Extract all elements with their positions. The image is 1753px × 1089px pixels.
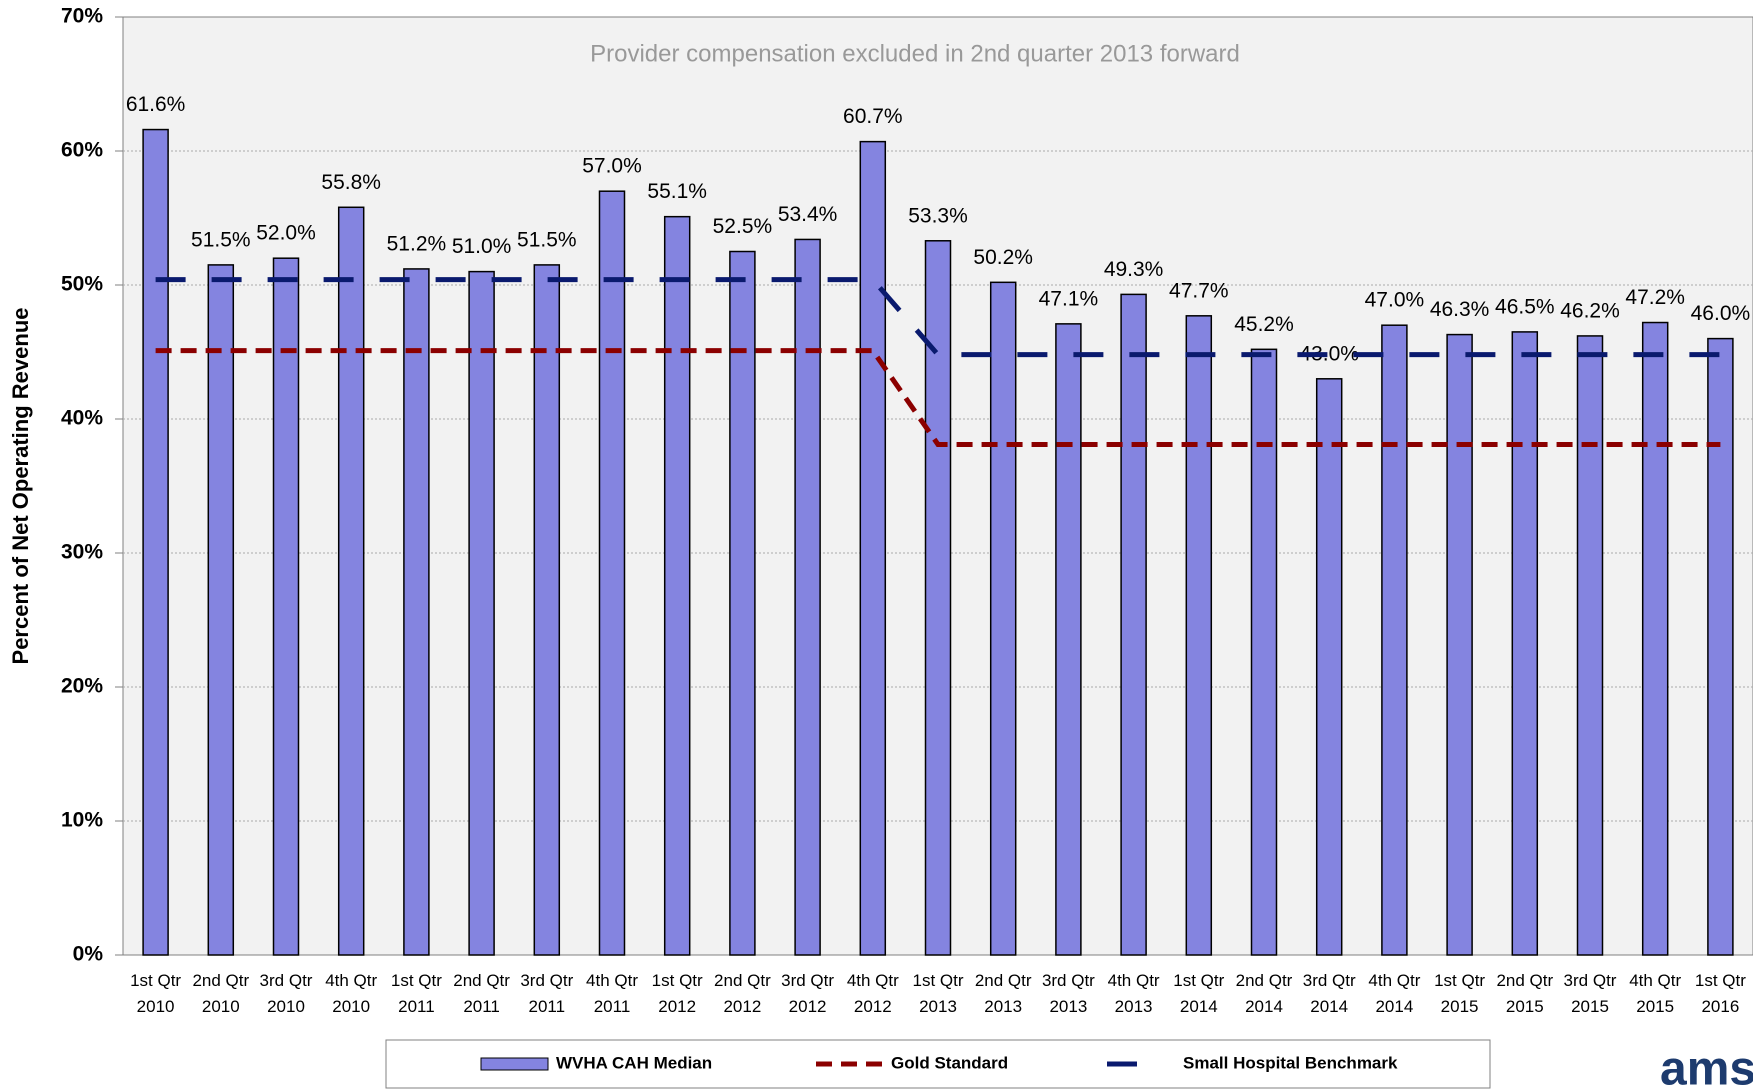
x-tick-label: 1st Qtr 2015 xyxy=(1434,971,1486,1016)
data-label: 46.5% xyxy=(1495,295,1555,318)
bar xyxy=(1120,293,1147,956)
bar xyxy=(1511,331,1539,956)
x-tick-label: 1st Qtr 2014 xyxy=(1173,971,1225,1016)
x-tick-label: 4th Qtr 2012 xyxy=(846,971,899,1016)
y-tick-label: 50% xyxy=(61,273,103,296)
data-label: 47.1% xyxy=(1039,287,1099,310)
x-tick-label: 3rd Qtr 2011 xyxy=(520,971,574,1016)
bar xyxy=(859,140,887,956)
legend-swatch xyxy=(480,1057,549,1071)
data-label: 43.0% xyxy=(1299,342,1359,365)
bar xyxy=(1576,335,1604,956)
data-label: 52.5% xyxy=(713,215,773,238)
bar xyxy=(142,128,169,956)
legend-label: Small Hospital Benchmark xyxy=(1183,1053,1398,1072)
annotation: Provider compensation excluded in 2nd qu… xyxy=(590,40,1240,67)
x-tick-label: 1st Qtr 2011 xyxy=(390,971,442,1016)
y-tick-label: 20% xyxy=(61,675,103,698)
data-label: 51.5% xyxy=(517,228,577,251)
data-label: 46.0% xyxy=(1691,302,1751,325)
legend-label: Gold Standard xyxy=(891,1053,1008,1072)
bar xyxy=(924,240,952,956)
data-label: 60.7% xyxy=(843,105,903,128)
y-tick-label: 0% xyxy=(73,943,104,966)
logo: ams xyxy=(1660,1043,1753,1089)
data-label: 47.7% xyxy=(1169,279,1229,302)
bar xyxy=(1707,337,1734,956)
bar xyxy=(533,264,561,956)
data-label: 53.4% xyxy=(778,203,838,226)
x-tick-label: 3rd Qtr 2015 xyxy=(1563,971,1617,1016)
data-label: 45.2% xyxy=(1234,313,1294,336)
data-label: 53.3% xyxy=(908,204,968,227)
data-label: 51.2% xyxy=(387,232,447,255)
x-tick-label: 4th Qtr 2010 xyxy=(325,971,378,1016)
bar xyxy=(598,190,626,956)
x-tick-label: 2nd Qtr 2015 xyxy=(1496,971,1554,1016)
x-tick-label: 1st Qtr 2013 xyxy=(912,971,964,1016)
line xyxy=(155,348,1721,447)
x-tick-label: 4th Qtr 2014 xyxy=(1368,971,1421,1016)
y-tick-label: 70% xyxy=(61,5,103,28)
data-label: 61.6% xyxy=(126,93,186,116)
data-label: 57.0% xyxy=(582,155,642,178)
bar xyxy=(729,250,756,956)
x-tick-label: 2nd Qtr 2014 xyxy=(1235,971,1293,1016)
data-label: 51.5% xyxy=(191,228,251,251)
legend xyxy=(385,1039,1491,1089)
bar xyxy=(207,264,235,956)
data-label: 46.2% xyxy=(1560,299,1620,322)
bar xyxy=(794,238,821,956)
legend-label: WVHA CAH Median xyxy=(556,1053,712,1072)
bar xyxy=(1315,378,1343,956)
data-label: 46.3% xyxy=(1430,298,1490,321)
bar xyxy=(1641,321,1669,956)
y-tick-label: 10% xyxy=(61,809,103,832)
bar xyxy=(403,268,430,956)
bar xyxy=(272,257,300,956)
x-tick-label: 2nd Qtr 2011 xyxy=(453,971,510,1016)
x-tick-label: 1st Qtr 2016 xyxy=(1694,971,1746,1016)
bar xyxy=(1250,348,1278,956)
y-axis-title: Percent of Net Operating Revenue xyxy=(8,308,33,665)
bar xyxy=(468,270,495,956)
data-label: 55.1% xyxy=(647,180,707,203)
bar xyxy=(337,206,365,956)
data-label: 52.0% xyxy=(256,222,316,245)
x-tick-label: 1st Qtr 2012 xyxy=(651,971,703,1016)
y-tick-label: 30% xyxy=(61,541,103,564)
data-label: 55.8% xyxy=(321,171,381,194)
x-tick-label: 1st Qtr 2010 xyxy=(130,971,182,1016)
x-tick-label: 2nd Qtr 2010 xyxy=(192,971,250,1016)
bar xyxy=(1185,315,1213,956)
bar xyxy=(1055,323,1082,956)
bar xyxy=(663,215,691,956)
x-tick-label: 4th Qtr 2013 xyxy=(1107,971,1160,1016)
x-tick-label: 2nd Qtr 2013 xyxy=(974,971,1032,1016)
x-tick-label: 4th Qtr 2015 xyxy=(1629,971,1682,1016)
data-label: 47.2% xyxy=(1625,286,1685,309)
x-tick-label: 3rd Qtr 2012 xyxy=(781,971,835,1016)
x-tick-label: 4th Qtr 2011 xyxy=(586,971,638,1016)
x-tick-label: 3rd Qtr 2010 xyxy=(259,971,313,1016)
x-tick-label: 3rd Qtr 2013 xyxy=(1041,971,1095,1016)
x-tick-label: 3rd Qtr 2014 xyxy=(1302,971,1356,1016)
bar xyxy=(989,281,1017,956)
y-tick-label: 60% xyxy=(61,139,103,162)
x-tick-label: 2nd Qtr 2012 xyxy=(714,971,771,1016)
data-label: 50.2% xyxy=(973,246,1033,269)
data-label: 49.3% xyxy=(1104,258,1164,281)
y-tick-label: 40% xyxy=(61,407,103,430)
data-label: 47.0% xyxy=(1365,289,1425,312)
bar xyxy=(1381,324,1408,956)
data-label: 51.0% xyxy=(452,235,512,258)
bar xyxy=(1446,333,1473,956)
